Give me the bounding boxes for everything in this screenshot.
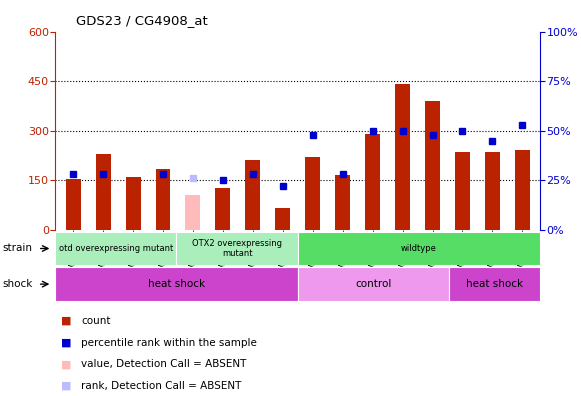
Text: strain: strain xyxy=(3,244,33,253)
Bar xyxy=(485,152,500,230)
Bar xyxy=(185,195,200,230)
Text: wildtype: wildtype xyxy=(401,244,437,253)
Text: shock: shock xyxy=(3,279,33,289)
Bar xyxy=(365,134,380,230)
Bar xyxy=(449,267,540,301)
Text: ■: ■ xyxy=(61,337,71,348)
Text: ■: ■ xyxy=(61,381,71,391)
Text: control: control xyxy=(356,279,392,289)
Bar xyxy=(335,175,350,230)
Bar xyxy=(515,150,530,230)
Text: GDS23 / CG4908_at: GDS23 / CG4908_at xyxy=(76,14,207,27)
Text: heat shock: heat shock xyxy=(148,279,205,289)
Bar xyxy=(216,188,231,230)
Bar xyxy=(125,177,141,230)
Text: heat shock: heat shock xyxy=(467,279,523,289)
Bar xyxy=(297,267,449,301)
Bar xyxy=(425,101,440,230)
Bar xyxy=(66,179,81,230)
Text: percentile rank within the sample: percentile rank within the sample xyxy=(81,337,257,348)
Bar xyxy=(156,169,170,230)
Text: ■: ■ xyxy=(61,316,71,326)
Bar xyxy=(96,154,110,230)
Text: value, Detection Call = ABSENT: value, Detection Call = ABSENT xyxy=(81,359,247,369)
Bar xyxy=(455,152,470,230)
Text: count: count xyxy=(81,316,111,326)
Text: OTX2 overexpressing
mutant: OTX2 overexpressing mutant xyxy=(192,239,282,258)
Bar xyxy=(275,208,290,230)
Bar xyxy=(55,232,177,265)
Bar xyxy=(395,84,410,230)
Bar xyxy=(297,232,540,265)
Text: ■: ■ xyxy=(61,359,71,369)
Bar xyxy=(245,160,260,230)
Text: otd overexpressing mutant: otd overexpressing mutant xyxy=(59,244,173,253)
Text: rank, Detection Call = ABSENT: rank, Detection Call = ABSENT xyxy=(81,381,242,391)
Bar xyxy=(55,267,297,301)
Bar xyxy=(177,232,297,265)
Bar xyxy=(305,157,320,230)
